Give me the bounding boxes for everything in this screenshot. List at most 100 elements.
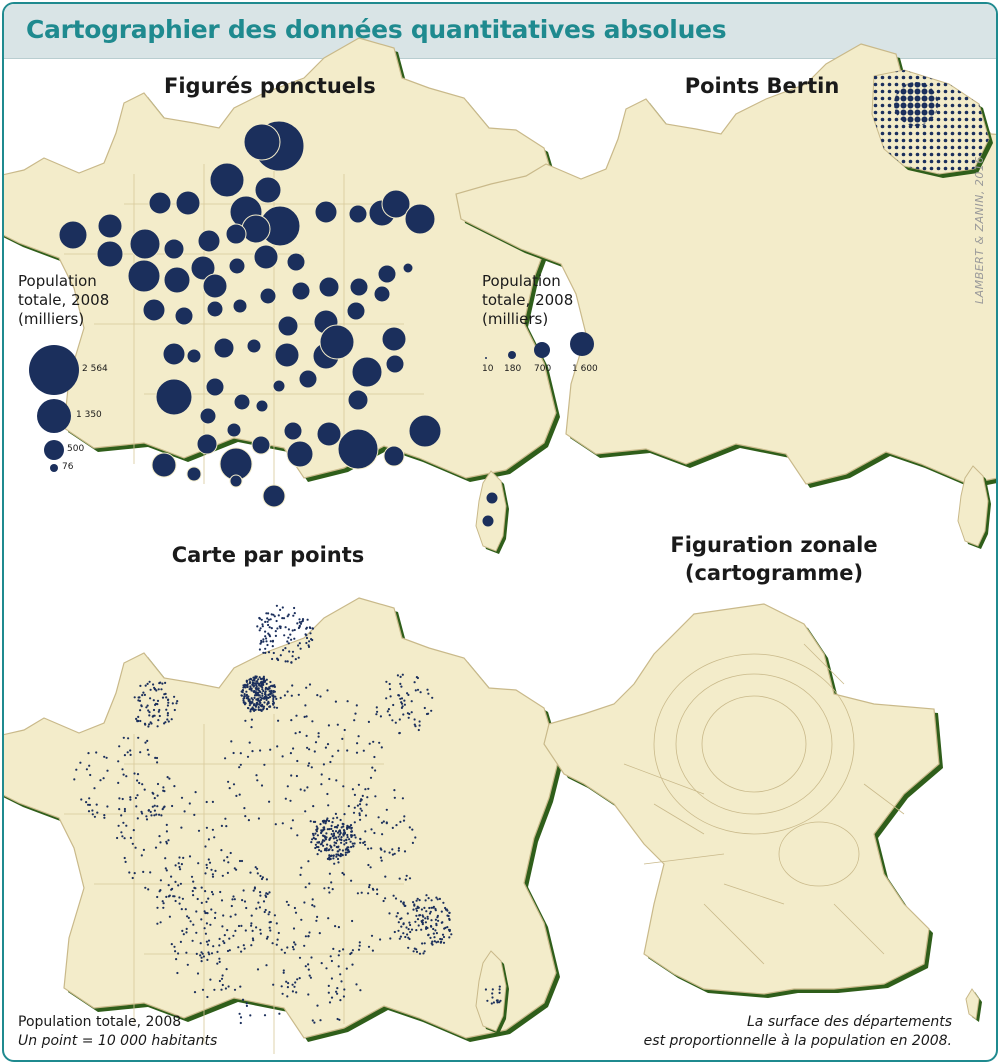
population-circle (385, 354, 405, 374)
panel-title-proportional: Figurés ponctuels (164, 74, 376, 98)
population-circle (383, 445, 405, 467)
population-circle (229, 474, 243, 488)
population-circle (96, 240, 124, 268)
population-circle (197, 229, 221, 253)
population-circle (408, 414, 442, 448)
department-boundaries (64, 154, 424, 494)
population-circle (402, 262, 414, 274)
population-circle (228, 257, 246, 275)
population-circle (209, 162, 245, 198)
population-circle (199, 407, 217, 425)
population-circle (277, 315, 299, 337)
prop-legend-circles (29, 345, 79, 472)
legend-title-bertin: Population totale, 2008 (milliers) (482, 272, 574, 328)
panel-title-cartogram-1: Figuration zonale (670, 533, 878, 557)
dot-map-note-1: Population totale, 2008 (18, 1014, 182, 1030)
population-circle (186, 466, 202, 482)
legend-dot-700 (534, 342, 550, 358)
population-circle (255, 399, 269, 413)
population-circle (254, 176, 282, 204)
population-circle (127, 259, 161, 293)
population-circle (163, 266, 191, 294)
population-circle (286, 440, 314, 468)
population-circle (174, 306, 194, 326)
page-title: Cartographier des données quantitatives … (26, 15, 727, 44)
population-circle (283, 421, 303, 441)
population-circle (316, 421, 342, 447)
credit-text: LAMBERT & ZANIN, 2016 (973, 156, 986, 304)
legend-circle-500 (44, 440, 64, 460)
cartogram-france-outline (543, 603, 940, 995)
legend-value: 1 600 (572, 364, 598, 374)
legend-value: 10 (482, 364, 494, 374)
population-circle (404, 203, 436, 235)
proportional-circles (58, 120, 499, 528)
population-dots (73, 604, 502, 1025)
bertin-legend-circles (485, 332, 594, 359)
legend-circle-2564 (29, 345, 79, 395)
legend-value: 180 (504, 364, 522, 374)
legend-value: 1 350 (76, 410, 102, 420)
population-circle (373, 285, 391, 303)
population-circle (241, 214, 271, 244)
population-circle (58, 220, 88, 250)
population-circle (196, 433, 218, 455)
population-circle (314, 200, 338, 224)
dot-map-note-2: Un point = 10 000 habitants (18, 1033, 218, 1049)
population-circle (190, 255, 216, 281)
population-circle (151, 452, 177, 478)
population-circle (226, 422, 242, 438)
legend-value: 2 564 (82, 364, 108, 374)
population-circle (163, 238, 185, 260)
population-circle (272, 379, 286, 393)
legend-dot-180 (508, 351, 516, 359)
panel-title-dot-map: Carte par points (171, 543, 365, 567)
maps-canvas (4, 37, 996, 1054)
population-circle (485, 491, 499, 505)
population-circle (232, 298, 248, 314)
population-circle (274, 342, 300, 368)
population-circle (348, 204, 368, 224)
legend-circle-1350 (37, 399, 71, 433)
population-circle (233, 393, 251, 411)
population-circle (377, 264, 397, 284)
dot-density-map (4, 597, 563, 1054)
panel-title-bertin: Points Bertin (684, 74, 840, 98)
panel-title-cartogram-2: (cartogramme) (684, 561, 864, 585)
population-circle (259, 287, 277, 305)
cartogram-note-2: est proportionnelle à la population en 2… (643, 1033, 952, 1049)
population-circle (291, 281, 311, 301)
population-circle (225, 223, 247, 245)
legend-dot-10 (485, 357, 487, 359)
population-circle (206, 300, 224, 318)
population-circle (349, 277, 369, 297)
population-circle (381, 326, 407, 352)
legend-value: 700 (534, 364, 552, 374)
legend-dot-1600 (570, 332, 594, 356)
population-circle (205, 377, 225, 397)
population-circle (351, 356, 383, 388)
population-circle (213, 337, 235, 359)
population-circle (481, 514, 495, 528)
cartogram-departments (623, 643, 905, 965)
population-circle (202, 273, 228, 299)
population-circle (298, 369, 318, 389)
header-bar: Cartographier des données quantitatives … (4, 4, 996, 59)
population-circle (155, 378, 193, 416)
department-boundaries (64, 714, 424, 1054)
population-circle (243, 123, 281, 161)
population-circle (381, 189, 411, 219)
population-circle (97, 213, 123, 239)
population-circle (186, 348, 202, 364)
proportional-symbols-map (4, 37, 563, 554)
population-circle (337, 428, 379, 470)
legend-value: 500 (67, 444, 85, 454)
population-circle (253, 244, 279, 270)
cartogram-map (543, 603, 982, 1022)
cartogram-note-1: La surface des départements (747, 1014, 952, 1030)
population-circle (175, 190, 201, 216)
population-circle (129, 228, 161, 260)
population-circle (142, 298, 166, 322)
population-circle (318, 276, 340, 298)
